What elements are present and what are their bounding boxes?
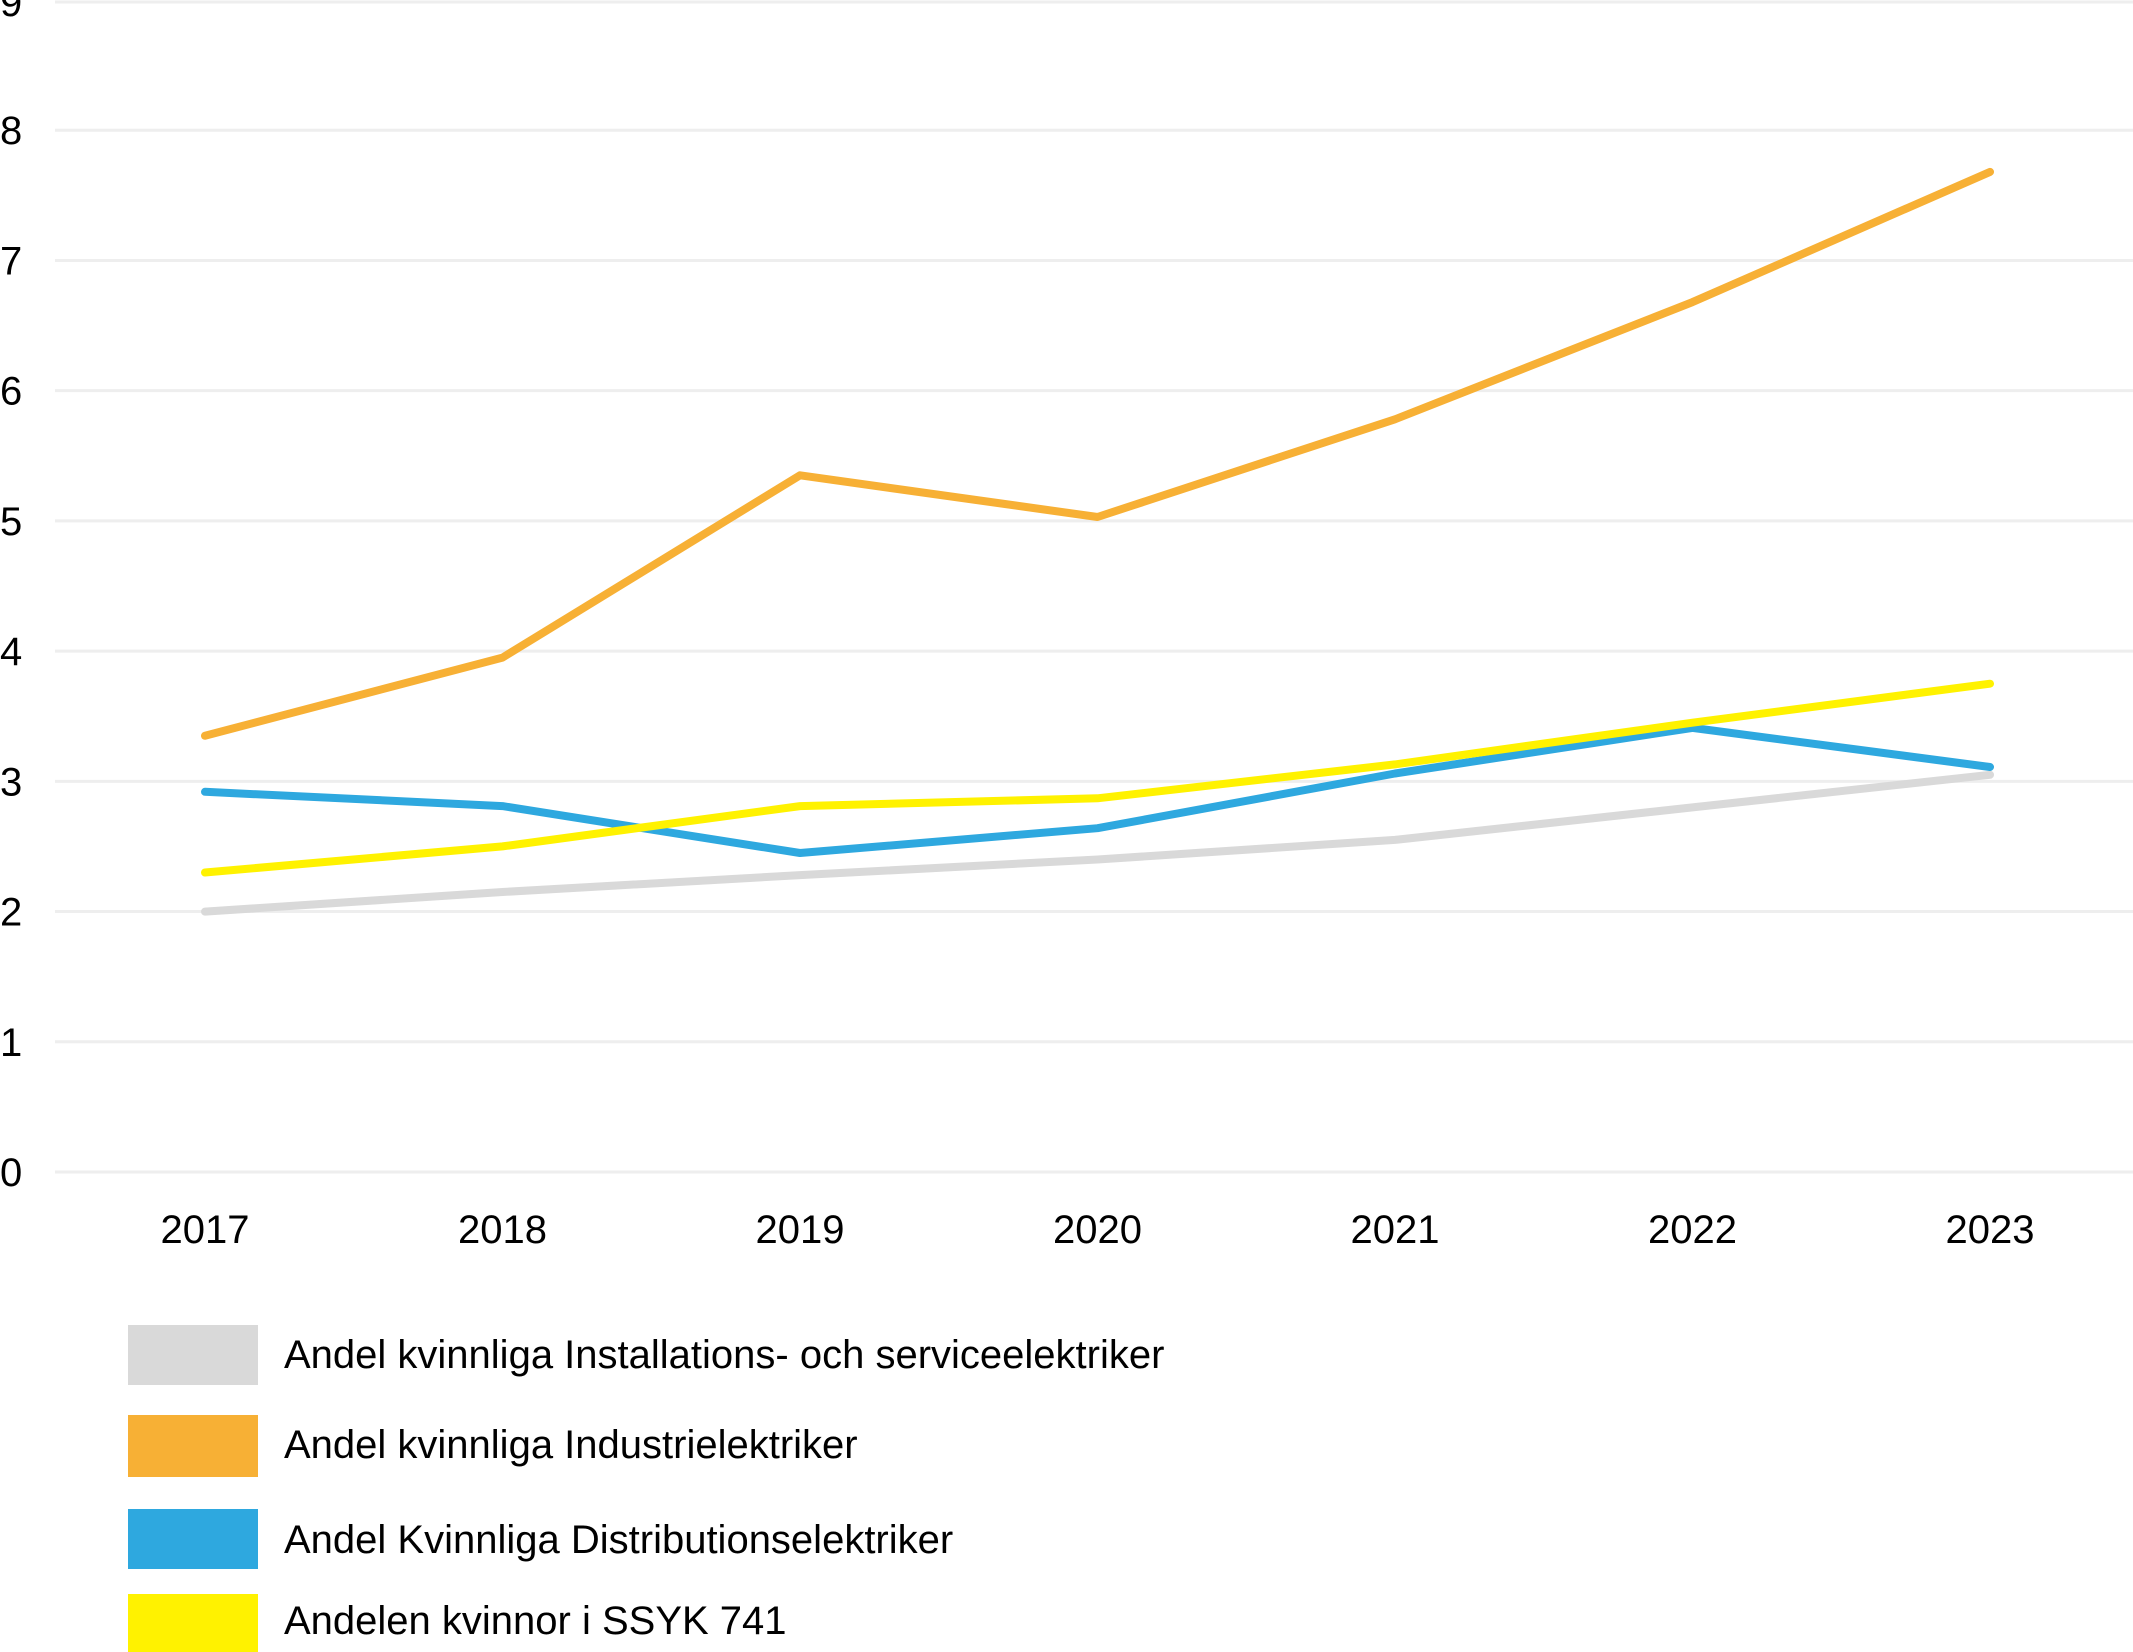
series-line-2 — [201, 167, 1994, 740]
legend: Andel kvinnliga Installations- och servi… — [128, 1325, 1164, 1652]
y-axis-ticks: 0 1 2 3 4 5 6 7 8 9 — [0, 0, 22, 1195]
legend-swatch-1 — [128, 1325, 258, 1385]
y-tick-label: 2 — [0, 891, 22, 935]
y-tick-label: 7 — [0, 239, 22, 283]
y-tick-label: 6 — [0, 370, 22, 414]
legend-swatch-3 — [128, 1509, 258, 1569]
x-tick-label: 2019 — [756, 1208, 845, 1252]
x-tick-label: 2018 — [458, 1208, 547, 1252]
legend-label-4: Andelen kvinnor i SSYK 741 — [284, 1599, 787, 1643]
y-tick-label: 9 — [0, 0, 22, 25]
y-tick-label: 1 — [0, 1021, 22, 1065]
legend-label-2: Andel kvinnliga Industrielektriker — [284, 1423, 858, 1467]
x-tick-label: 2021 — [1351, 1208, 1440, 1252]
series-lines — [201, 167, 1994, 916]
y-tick-label: 8 — [0, 109, 22, 153]
y-tick-label: 5 — [0, 500, 22, 544]
legend-swatch-4 — [128, 1594, 258, 1652]
series-line-3 — [201, 723, 1994, 857]
x-tick-label: 2017 — [161, 1208, 250, 1252]
series-line-1 — [201, 770, 1994, 916]
legend-label-1: Andel kvinnliga Installations- och servi… — [284, 1333, 1164, 1377]
y-tick-label: 4 — [0, 630, 22, 674]
legend-label-3: Andel Kvinnliga Distributionselektriker — [284, 1518, 953, 1562]
x-tick-label: 2022 — [1648, 1208, 1737, 1252]
series-line-4 — [201, 679, 1994, 877]
legend-swatch-2 — [128, 1415, 258, 1477]
x-axis-ticks: 2017 2018 2019 2020 2021 2022 2023 — [161, 1208, 2035, 1252]
y-tick-label: 3 — [0, 760, 22, 804]
gridlines — [55, 0, 2133, 1174]
x-tick-label: 2020 — [1053, 1208, 1142, 1252]
x-tick-label: 2023 — [1946, 1208, 2035, 1252]
y-tick-label: 0 — [0, 1151, 22, 1195]
